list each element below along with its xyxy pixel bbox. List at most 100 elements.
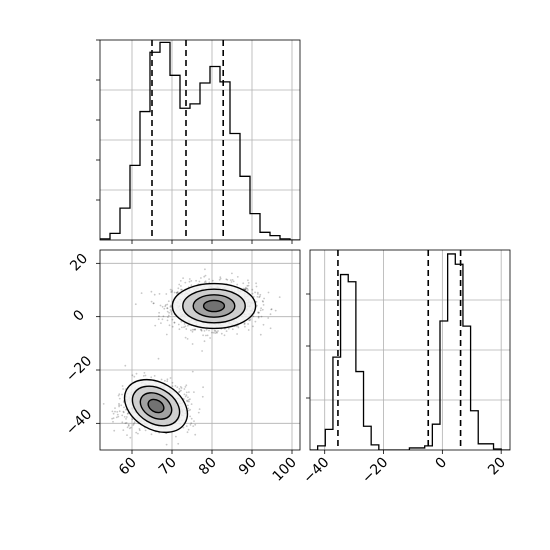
scatter-point-cluster-2 bbox=[190, 417, 193, 420]
scatter-point-cluster-1 bbox=[181, 288, 183, 291]
scatter-point-cluster-1 bbox=[278, 296, 281, 298]
scatter-point-cluster-1 bbox=[255, 301, 258, 303]
scatter-point-cluster-1 bbox=[246, 285, 249, 287]
scatter-point-cluster-1 bbox=[204, 274, 207, 277]
contour-level-cluster-1 bbox=[202, 299, 226, 313]
scatter-point-cluster-2 bbox=[118, 405, 120, 408]
scatter-point-cluster-2 bbox=[189, 424, 192, 426]
scatter-point-cluster-1 bbox=[200, 329, 203, 332]
scatter-point-cluster-1 bbox=[231, 272, 233, 275]
scatter-point-cluster-1 bbox=[261, 300, 264, 302]
scatter-point-cluster-2 bbox=[129, 426, 132, 429]
scatter-point-cluster-1 bbox=[225, 278, 228, 281]
scatter-point-cluster-1 bbox=[191, 330, 194, 333]
scatter-point-cluster-2 bbox=[118, 397, 121, 400]
scatter-point-cluster-1 bbox=[183, 326, 185, 329]
scatter-point-cluster-2 bbox=[126, 412, 129, 415]
scatter-point-cluster-1 bbox=[270, 308, 273, 311]
scatter-point-cluster-2 bbox=[180, 389, 183, 392]
scatter-point-cluster-2 bbox=[186, 400, 189, 403]
scatter-point-cluster-2 bbox=[188, 400, 190, 403]
scatter-point-cluster-2 bbox=[185, 425, 188, 427]
axes-frame bbox=[309, 249, 511, 451]
scatter-point-cluster-2 bbox=[165, 443, 168, 446]
x-tick-label: 90 bbox=[236, 455, 260, 479]
scatter-point-cluster-2 bbox=[164, 379, 166, 382]
scatter-point-cluster-1 bbox=[208, 278, 211, 280]
scatter-point-cluster-1 bbox=[243, 322, 246, 325]
scatter-point-cluster-1 bbox=[169, 306, 172, 308]
scatter-point-cluster-1 bbox=[153, 293, 156, 296]
scatter-point-cluster-1 bbox=[158, 311, 161, 314]
scatter-point-cluster-2 bbox=[137, 432, 139, 435]
scatter-point-cluster-1 bbox=[177, 287, 180, 290]
scatter-point-cluster-1 bbox=[243, 323, 246, 326]
scatter-point-cluster-1 bbox=[269, 327, 272, 330]
scatter-point-cluster-1 bbox=[186, 338, 189, 340]
scatter-point-cluster-1 bbox=[184, 325, 187, 328]
scatter-point-cluster-1 bbox=[162, 315, 165, 318]
scatter-point-cluster-1 bbox=[201, 350, 204, 352]
scatter-point-cluster-2 bbox=[121, 393, 123, 396]
scatter-point-cluster-2 bbox=[102, 403, 105, 405]
scatter-point-cluster-2 bbox=[111, 417, 113, 420]
scatter-point-cluster-1 bbox=[267, 291, 270, 294]
scatter-point-cluster-2 bbox=[202, 386, 205, 389]
scatter-point-cluster-1 bbox=[203, 275, 206, 278]
scatter-point-cluster-1 bbox=[173, 291, 176, 294]
scatter-point-cluster-1 bbox=[199, 328, 202, 331]
scatter-point-cluster-1 bbox=[209, 337, 212, 339]
scatter-point-cluster-2 bbox=[190, 403, 193, 405]
scatter-point-cluster-1 bbox=[166, 303, 169, 306]
scatter-point-cluster-1 bbox=[229, 279, 232, 281]
scatter-point-cluster-2 bbox=[112, 417, 115, 420]
scatter-point-cluster-1 bbox=[164, 305, 167, 308]
scatter-point-cluster-1 bbox=[198, 280, 201, 283]
scatter-point-cluster-1 bbox=[168, 324, 171, 327]
scatter-point-cluster-1 bbox=[236, 283, 239, 286]
scatter-point-cluster-1 bbox=[164, 304, 167, 306]
scatter-point-cluster-1 bbox=[270, 308, 273, 310]
scatter-point-cluster-1 bbox=[231, 328, 234, 331]
scatter-point-cluster-2 bbox=[122, 429, 125, 431]
scatter-point-cluster-1 bbox=[215, 331, 218, 333]
scatter-point-cluster-1 bbox=[200, 277, 202, 279]
scatter-point-cluster-2 bbox=[187, 409, 190, 412]
histogram-panel-var1 bbox=[96, 39, 301, 244]
histogram-panel-var2: −40 −20 0 20 bbox=[300, 249, 511, 487]
scatter-point-cluster-2 bbox=[112, 420, 114, 423]
scatter-point-cluster-2 bbox=[120, 404, 123, 407]
scatter-point-cluster-2 bbox=[192, 425, 195, 427]
scatter-point-cluster-2 bbox=[171, 381, 174, 384]
scatter-point-cluster-1 bbox=[204, 280, 207, 283]
y-tick-label: 0 bbox=[70, 307, 88, 325]
scatter-point-cluster-1 bbox=[165, 333, 168, 336]
scatter-point-cluster-2 bbox=[178, 391, 180, 393]
scatter-point-cluster-2 bbox=[125, 421, 128, 424]
scatter-point-cluster-1 bbox=[177, 323, 180, 326]
scatter-point-cluster-1 bbox=[169, 288, 172, 291]
scatter-point-cluster-1 bbox=[166, 319, 169, 322]
scatter-point-cluster-1 bbox=[166, 307, 169, 310]
scatter-point-cluster-1 bbox=[262, 323, 265, 326]
scatter-point-cluster-2 bbox=[135, 431, 138, 434]
scatter-point-cluster-2 bbox=[187, 404, 189, 407]
scatter-point-cluster-1 bbox=[163, 307, 166, 310]
scatter-point-cluster-2 bbox=[135, 372, 138, 375]
scatter-point-cluster-1 bbox=[183, 323, 186, 325]
scatter-point-cluster-1 bbox=[171, 291, 174, 293]
scatter-point-cluster-2 bbox=[194, 433, 197, 436]
scatter-point-cluster-1 bbox=[254, 291, 256, 294]
scatter-point-cluster-1 bbox=[180, 320, 183, 323]
scatter-point-cluster-2 bbox=[187, 428, 190, 431]
x-tick-label: 80 bbox=[196, 455, 220, 479]
scatter-point-cluster-1 bbox=[244, 286, 247, 289]
scatter-point-cluster-1 bbox=[182, 277, 185, 279]
scatter-point-cluster-1 bbox=[219, 277, 222, 280]
scatter-point-cluster-1 bbox=[227, 327, 230, 330]
scatter-point-cluster-1 bbox=[206, 334, 209, 337]
histogram-bars bbox=[100, 41, 300, 240]
scatter-point-cluster-2 bbox=[178, 388, 181, 390]
scatter-point-cluster-1 bbox=[140, 292, 143, 294]
scatter-point-cluster-2 bbox=[143, 372, 146, 374]
